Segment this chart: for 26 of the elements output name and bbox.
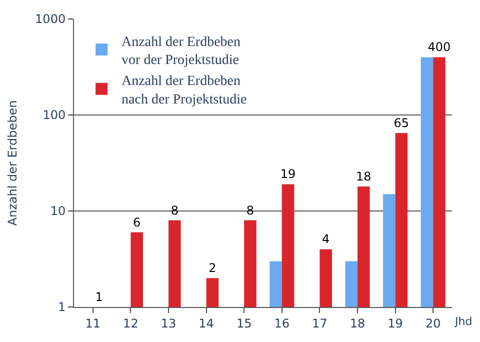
x-tick-label: 14 bbox=[198, 316, 214, 330]
x-tick-label: 12 bbox=[123, 316, 138, 330]
x-tick-label: 13 bbox=[160, 316, 176, 330]
y-tick-label: 100 bbox=[42, 108, 66, 122]
data-label: 4 bbox=[322, 232, 330, 246]
data-label: 6 bbox=[133, 215, 141, 230]
x-tick-label: 17 bbox=[312, 316, 328, 330]
x-tick-label: 19 bbox=[388, 316, 403, 330]
data-label: 18 bbox=[356, 169, 372, 184]
data-label: 400 bbox=[428, 40, 451, 54]
x-tick-label: 11 bbox=[85, 316, 101, 330]
data-label: 1 bbox=[95, 290, 103, 304]
data-label: 65 bbox=[394, 116, 410, 130]
data-label: 2 bbox=[208, 261, 216, 276]
legend-label: Anzahl der Erdbeben vor der Projektstudie bbox=[122, 34, 241, 68]
y-tick-label: 10 bbox=[50, 204, 66, 218]
x-tick-label: 20 bbox=[425, 316, 441, 330]
y-axis-title: Anzahl der Erdbeben bbox=[5, 100, 20, 226]
y-tick-label: 1 bbox=[58, 300, 66, 314]
x-tick-label: 15 bbox=[236, 316, 252, 330]
legend-label: Anzahl der Erdbeben nach der Projektstudie bbox=[122, 74, 247, 108]
x-tick-label: 16 bbox=[274, 316, 290, 330]
y-tick-label: 1000 bbox=[35, 12, 66, 26]
data-label: 19 bbox=[280, 167, 296, 182]
x-tick-label: 18 bbox=[350, 316, 366, 330]
x-axis-title: Jhd bbox=[454, 315, 472, 328]
